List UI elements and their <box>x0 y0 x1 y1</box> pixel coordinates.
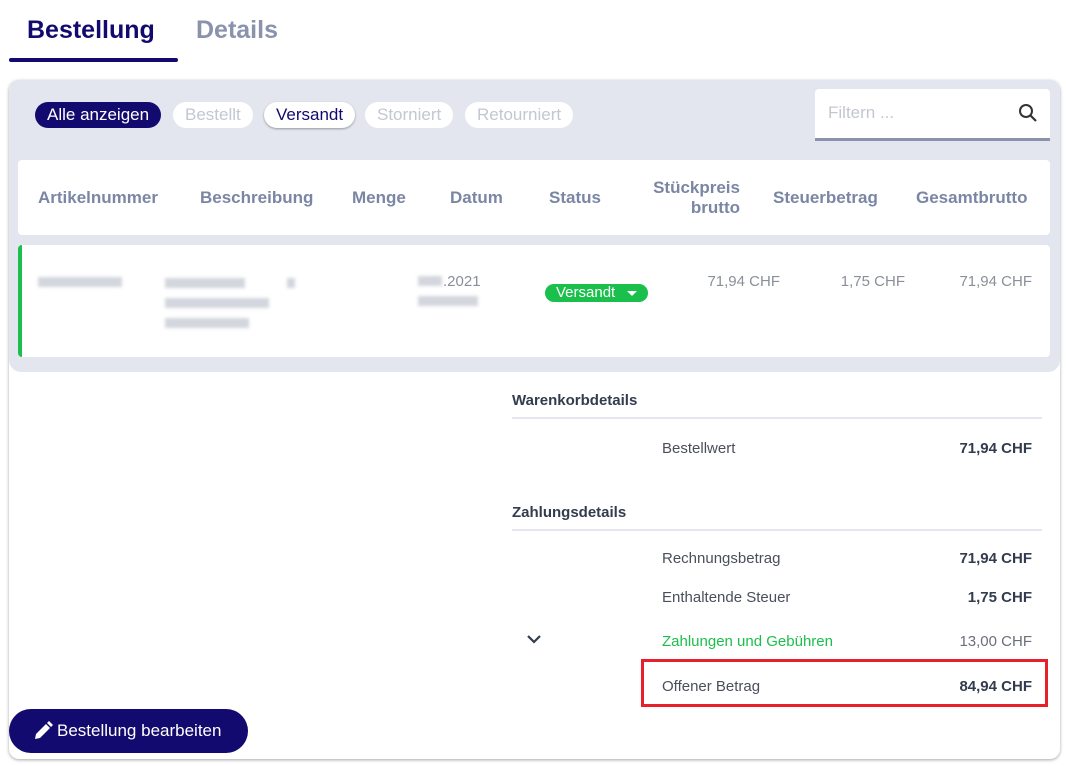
datum-text: .2021 <box>443 273 481 290</box>
header-gesamtbrutto: Gesamtbrutto <box>916 188 1028 207</box>
gesamt-value: 71,94 CHF <box>959 273 1032 290</box>
header-stueckpreis: Stückpreis brutto <box>653 178 740 217</box>
warenkorb-title: Warenkorbdetails <box>512 392 638 409</box>
search-icon[interactable] <box>1018 103 1038 123</box>
stueckpreis-value: 71,94 CHF <box>707 273 780 290</box>
offen-value: 84,94 CHF <box>959 678 1032 695</box>
bestellwert-label: Bestellwert <box>662 440 736 457</box>
filter-input[interactable] <box>828 103 1008 123</box>
divider <box>512 529 1042 531</box>
gebuehren-link[interactable]: Zahlungen und Gebühren <box>662 633 833 650</box>
active-tab-indicator <box>9 58 178 62</box>
filter-chip-bestellt[interactable]: Bestellt <box>173 102 253 128</box>
filter-box <box>815 89 1050 141</box>
caret-down-icon <box>627 291 637 296</box>
offen-label: Offener Betrag <box>662 678 761 695</box>
bestellwert-value: 71,94 CHF <box>959 440 1032 457</box>
header-artikelnummer: Artikelnummer <box>38 188 158 207</box>
table-header <box>18 160 1050 235</box>
artikelnummer-blurred <box>38 274 126 291</box>
divider <box>512 417 1042 419</box>
header-steuerbetrag: Steuerbetrag <box>773 188 878 207</box>
header-menge: Menge <box>352 188 406 207</box>
steuer-total-value: 1,75 CHF <box>967 589 1032 606</box>
tab-bestellung[interactable]: Bestellung <box>27 16 155 44</box>
edit-order-label: Bestellung bearbeiten <box>57 721 222 740</box>
status-dropdown[interactable]: Versandt <box>545 284 648 302</box>
status-label: Versandt <box>556 284 616 301</box>
filter-chip-versandt[interactable]: Versandt <box>264 102 356 128</box>
edit-order-button[interactable]: Bestellung bearbeiten <box>9 709 248 753</box>
header-status: Status <box>549 188 601 207</box>
rechnungsbetrag-value: 71,94 CHF <box>959 550 1032 567</box>
filter-chip-storniert[interactable]: Storniert <box>365 102 454 128</box>
tab-details[interactable]: Details <box>196 16 278 44</box>
steuer-label: Enthaltende Steuer <box>662 589 791 606</box>
header-beschreibung: Beschreibung <box>200 188 314 207</box>
steuer-value: 1,75 CHF <box>840 273 905 290</box>
zahlung-title: Zahlungsdetails <box>512 504 627 521</box>
datum-cell: .2021 <box>418 272 482 312</box>
header-datum: Datum <box>450 188 503 207</box>
highlight-box <box>641 659 1048 707</box>
chevron-down-icon[interactable] <box>526 633 542 645</box>
filter-chip-retourniert[interactable]: Retourniert <box>465 102 574 128</box>
filter-chip-alle[interactable]: Alle anzeigen <box>35 102 162 128</box>
beschreibung-blurred <box>165 274 305 334</box>
gebuehren-value: 13,00 CHF <box>959 633 1032 650</box>
rechnungsbetrag-label: Rechnungsbetrag <box>662 550 781 567</box>
pencil-icon <box>35 721 53 739</box>
